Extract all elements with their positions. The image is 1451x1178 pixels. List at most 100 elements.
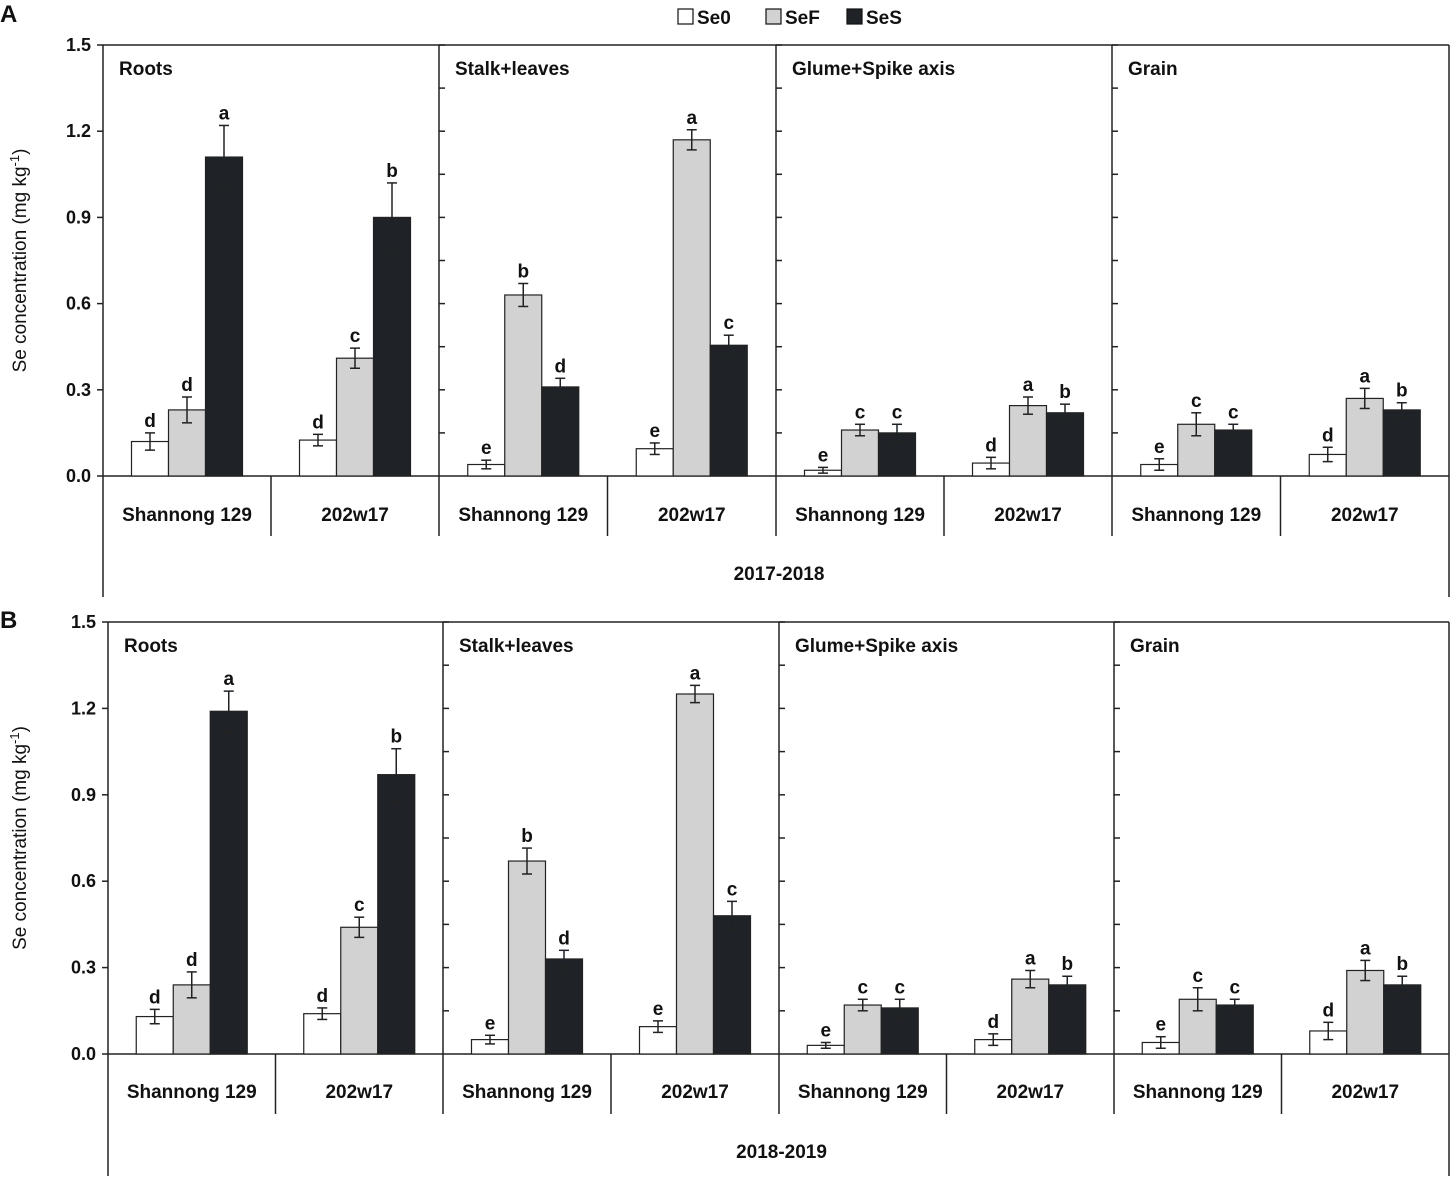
significance-letter: a	[1360, 938, 1371, 959]
y-tick-label: 0.9	[71, 785, 96, 805]
significance-letter: e	[649, 421, 660, 442]
significance-letter: a	[686, 108, 697, 129]
bar-sef	[1008, 405, 1048, 477]
significance-letter: c	[855, 402, 866, 423]
significance-letter: b	[390, 727, 402, 748]
significance-letter: d	[558, 928, 570, 949]
significance-letter: b	[1059, 382, 1071, 403]
bar-ses	[1048, 984, 1087, 1055]
bar-se0	[303, 1013, 342, 1055]
bar-ses	[1045, 412, 1085, 477]
bar-sef	[672, 139, 711, 477]
significance-letter: d	[181, 375, 193, 396]
y-axis-label: Se concentration (mg kg-1)	[7, 149, 31, 373]
legend-swatch-ses	[846, 8, 863, 25]
significance-letter: d	[186, 950, 198, 971]
significance-letter: b	[1396, 381, 1408, 402]
category-label: 202w17	[321, 505, 389, 526]
y-tick-label: 0.6	[71, 871, 96, 891]
bar-sef	[843, 1004, 882, 1055]
legend-swatch-se0	[677, 8, 694, 25]
significance-letter: d	[985, 435, 997, 456]
category-label: 202w17	[1331, 1082, 1399, 1103]
bar-ses	[712, 915, 752, 1055]
bar-ses	[204, 156, 244, 477]
y-tick-label: 0.6	[66, 294, 91, 314]
bar-ses	[544, 958, 584, 1055]
category-label: Shannong 129	[1133, 1082, 1263, 1103]
year-label: 2017-2018	[734, 564, 825, 585]
bar-ses	[377, 774, 416, 1055]
category-label: Shannong 129	[462, 1082, 592, 1103]
bar-sef	[507, 860, 547, 1055]
significance-letter: e	[820, 1020, 831, 1041]
significance-letter: c	[1192, 966, 1203, 987]
significance-letter: d	[554, 356, 566, 377]
subplot-stalk-leaves: Stalk+leaves Shannong 129 e b d 202w17 e a c	[438, 44, 748, 536]
y-tick-label: 0.0	[71, 1044, 96, 1064]
significance-letter: b	[521, 826, 533, 847]
significance-letter: c	[1191, 391, 1202, 412]
subplot-title: Stalk+leaves	[455, 59, 570, 80]
significance-letter: a	[1359, 366, 1370, 387]
significance-letter: a	[219, 103, 230, 124]
panel-label-a: A	[0, 1, 17, 28]
significance-letter: a	[1025, 948, 1036, 969]
significance-letter: c	[892, 402, 903, 423]
y-tick-label: 0.3	[71, 958, 96, 978]
legend: Se0 SeF SeS	[677, 8, 902, 29]
significance-letter: b	[517, 261, 529, 282]
significance-letter: d	[1322, 1000, 1334, 1021]
bar-sef	[675, 693, 715, 1055]
year-label: 2018-2019	[736, 1142, 827, 1163]
y-axis-label: Se concentration (mg kg-1)	[7, 726, 31, 950]
category-label: 202w17	[325, 1082, 393, 1103]
bar-ses	[1215, 1004, 1254, 1055]
panel-b: B Se concentration (mg kg-1) 0.0 0.3 0.6 0.9 1…	[0, 607, 1450, 1176]
y-tick-label: 1.5	[71, 612, 96, 632]
category-label: 202w17	[1331, 505, 1399, 526]
significance-letter: d	[316, 986, 328, 1007]
subplot-title: Roots	[124, 636, 178, 657]
y-tick-label: 1.2	[71, 698, 96, 718]
subplot-title: Glume+Spike axis	[792, 59, 955, 80]
y-tick-label: 1.5	[66, 35, 91, 55]
category-label: Shannong 129	[458, 505, 588, 526]
significance-letter: e	[1154, 437, 1165, 458]
subplot-title: Grain	[1128, 59, 1178, 80]
significance-letter: c	[723, 313, 734, 334]
legend-label-ses: SeS	[866, 8, 902, 29]
significance-letter: c	[857, 977, 868, 998]
category-label: 202w17	[994, 505, 1062, 526]
bar-sef	[340, 926, 379, 1055]
category-label: Shannong 129	[795, 505, 925, 526]
significance-letter: c	[894, 977, 905, 998]
subplot-glume-spike-axis: Glume+Spike axis Shannong 129 e c c 202w17 d a b	[778, 621, 1087, 1114]
subplot-roots: Roots Shannong 129 d d a 202w17 d c b	[119, 59, 412, 536]
panel-label-b: B	[0, 607, 17, 634]
significance-letter: c	[350, 326, 361, 347]
category-label: 202w17	[996, 1082, 1064, 1103]
significance-letter: c	[727, 879, 738, 900]
significance-letter: a	[1023, 375, 1034, 396]
significance-letter: e	[485, 1013, 496, 1034]
panel-a: A Se concentration (mg kg-1) 0.0 0.3 0.6 0.9 1…	[0, 1, 1450, 597]
category-label: 202w17	[658, 505, 726, 526]
legend-swatch-sef	[765, 8, 782, 25]
subplot-grain: Grain Shannong 129 e c c 202w17 d a b	[1111, 44, 1421, 536]
bar-sef	[1345, 397, 1384, 477]
bar-ses	[541, 386, 580, 477]
significance-letter: e	[653, 999, 664, 1020]
subplot-title: Grain	[1130, 636, 1180, 657]
bar-ses	[709, 344, 748, 477]
significance-letter: d	[144, 411, 156, 432]
bar-sef	[1011, 978, 1050, 1055]
bar-sef	[335, 357, 375, 477]
category-label: 202w17	[661, 1082, 729, 1103]
subplot-roots: Roots Shannong 129 d d a 202w17 d c b	[124, 636, 416, 1114]
bar-ses	[1383, 984, 1422, 1055]
significance-letter: c	[354, 895, 365, 916]
legend-label-sef: SeF	[785, 8, 820, 29]
significance-letter: d	[149, 987, 161, 1008]
